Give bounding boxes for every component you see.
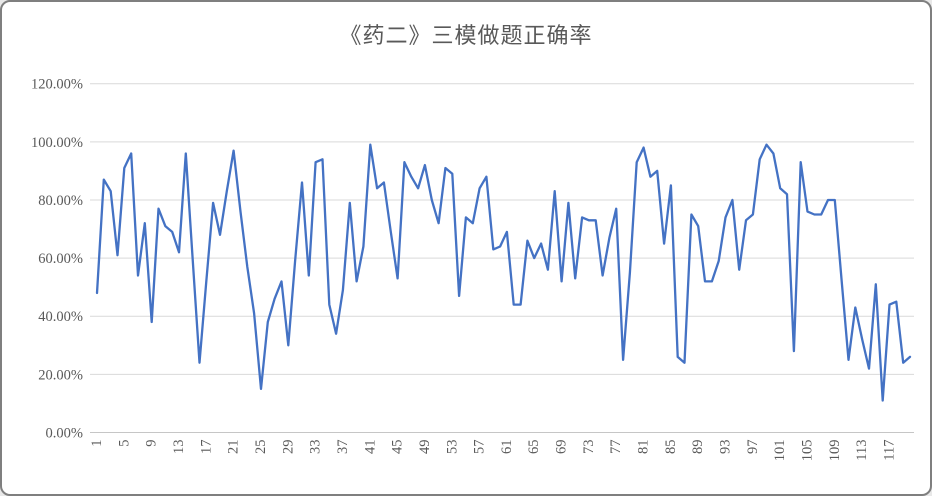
y-axis-tick-label: 80.00% <box>38 193 83 209</box>
x-axis-tick-label: 77 <box>608 440 624 455</box>
x-axis-tick-label: 81 <box>636 440 652 455</box>
y-axis-tick-label: 60.00% <box>38 251 83 267</box>
x-axis-tick-label: 93 <box>718 440 734 455</box>
x-axis-tick-label: 89 <box>690 440 706 455</box>
x-axis-tick-label: 57 <box>472 440 488 455</box>
x-axis-tick-label: 61 <box>499 440 515 455</box>
x-axis-tick-label: 73 <box>581 440 597 455</box>
x-axis-tick-label: 37 <box>335 440 351 455</box>
x-axis-tick-label: 113 <box>854 440 870 461</box>
x-axis-tick-label: 69 <box>554 440 570 455</box>
x-axis-tick-label: 65 <box>526 440 542 455</box>
x-axis-tick-label: 25 <box>253 440 269 455</box>
x-axis-tick-label: 41 <box>362 440 378 455</box>
x-axis-tick-label: 109 <box>827 440 843 462</box>
x-axis-tick-label: 9 <box>144 440 160 447</box>
x-axis-tick-label: 5 <box>116 440 132 447</box>
x-axis-tick-label: 117 <box>882 440 898 461</box>
x-axis-tick-label: 21 <box>226 440 242 455</box>
y-axis-tick-label: 20.00% <box>38 367 83 383</box>
x-axis-tick-label: 49 <box>417 440 433 455</box>
y-axis-tick-label: 0.00% <box>46 426 83 442</box>
x-axis-tick-label: 45 <box>390 440 406 455</box>
x-axis-tick-label: 85 <box>663 440 679 455</box>
x-axis-tick-label: 33 <box>308 440 324 455</box>
x-axis-tick-label: 97 <box>745 440 761 455</box>
x-axis-tick-label: 13 <box>171 440 187 455</box>
x-axis-tick-label: 53 <box>444 440 460 455</box>
x-axis-tick-label: 17 <box>198 440 214 455</box>
x-axis-tick-label: 29 <box>280 440 296 455</box>
y-axis-tick-label: 40.00% <box>38 309 83 325</box>
x-axis-tick-label: 105 <box>800 440 816 462</box>
x-axis-tick-label: 1 <box>89 440 105 447</box>
accuracy-line-series <box>95 143 912 402</box>
y-axis-tick-label: 100.00% <box>31 135 83 151</box>
chart-title: 《药二》三模做题正确率 <box>339 23 593 48</box>
y-axis-tick-label: 120.00% <box>31 77 83 93</box>
x-axis-tick-label: 101 <box>772 440 788 462</box>
